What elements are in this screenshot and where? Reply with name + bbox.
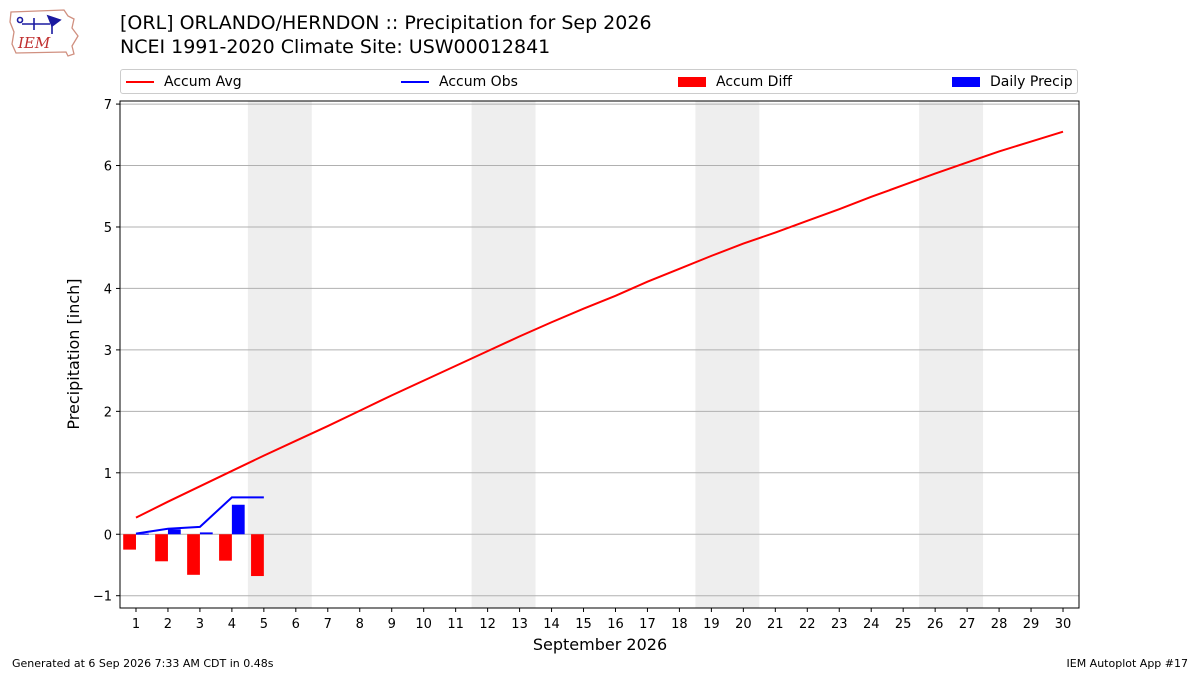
x-tick-label: 24 bbox=[863, 617, 880, 632]
legend-swatch bbox=[952, 76, 980, 87]
logo-text: IEM bbox=[17, 34, 51, 52]
daily-precip-bar bbox=[135, 533, 149, 535]
weekend-band bbox=[919, 101, 984, 608]
legend-label: Accum Obs bbox=[439, 73, 518, 90]
accum-diff-bar bbox=[123, 534, 136, 550]
x-tick-label: 21 bbox=[767, 617, 784, 632]
daily-precip-bar bbox=[231, 504, 245, 535]
chart-subtitle: NCEI 1991-2020 Climate Site: USW00012841 bbox=[120, 36, 551, 58]
x-tick-label: 2 bbox=[164, 617, 172, 632]
x-tick-label: 25 bbox=[895, 617, 912, 632]
accum-diff-bar bbox=[219, 534, 232, 561]
x-tick-label: 7 bbox=[324, 617, 332, 632]
accum-diff-bar bbox=[155, 534, 168, 562]
daily-precip-bar bbox=[167, 529, 181, 535]
weekend-band bbox=[247, 101, 312, 608]
y-tick-label: 7 bbox=[104, 98, 112, 113]
daily-precip-bar bbox=[199, 532, 213, 535]
y-gridlines bbox=[120, 103, 1079, 597]
generated-timestamp: Generated at 6 Sep 2026 7:33 AM CDT in 0… bbox=[12, 657, 274, 670]
app-id: IEM Autoplot App #17 bbox=[1066, 657, 1189, 670]
x-tick-label: 23 bbox=[831, 617, 848, 632]
x-tick-label: 18 bbox=[671, 617, 688, 632]
x-axis-label: September 2026 bbox=[533, 635, 667, 654]
x-tick-label: 17 bbox=[639, 617, 656, 632]
y-tick-label: 3 bbox=[104, 344, 112, 359]
iem-logo: IEM bbox=[9, 9, 79, 57]
y-tick-label: 4 bbox=[104, 282, 112, 297]
plot-frame bbox=[119, 100, 1080, 609]
x-tick-label: 19 bbox=[703, 617, 720, 632]
y-tick-label: 2 bbox=[104, 405, 112, 420]
y-axis-label: Precipitation [inch] bbox=[64, 278, 83, 429]
x-tick-label: 9 bbox=[388, 617, 396, 632]
x-tick-label: 27 bbox=[959, 617, 976, 632]
legend: Accum Avg Accum Obs Accum Diff Daily Pre… bbox=[120, 69, 1078, 94]
x-tick-label: 5 bbox=[260, 617, 268, 632]
y-tick-label: 0 bbox=[104, 528, 112, 543]
weather-station-icon bbox=[16, 14, 62, 34]
x-tick-label: 12 bbox=[479, 617, 496, 632]
legend-swatch bbox=[678, 76, 706, 87]
accum-avg-line bbox=[135, 130, 1064, 519]
x-tick-label: 13 bbox=[511, 617, 528, 632]
x-tick-label: 6 bbox=[292, 617, 300, 632]
x-tick-label: 8 bbox=[356, 617, 364, 632]
y-axis-ticks: −1 0 1 2 3 4 5 6 7 bbox=[93, 98, 120, 605]
chart-title: [ORL] ORLANDO/HERNDON :: Precipitation f… bbox=[120, 12, 652, 34]
x-tick-label: 22 bbox=[799, 617, 816, 632]
legend-label: Daily Precip bbox=[990, 73, 1073, 90]
x-tick-label: 28 bbox=[991, 617, 1008, 632]
x-axis-ticks: 1 2 3 4 5 6 7 8 9 10 11 12 13 14 15 16 17 18 19 20 21 22 23 24 2… bbox=[132, 608, 1071, 632]
weekend-shading bbox=[247, 101, 984, 608]
legend-label: Accum Diff bbox=[716, 73, 793, 90]
accum-diff-bar bbox=[251, 534, 264, 577]
accum-obs-line bbox=[135, 496, 264, 535]
x-tick-label: 11 bbox=[447, 617, 464, 632]
x-tick-label: 30 bbox=[1055, 617, 1072, 632]
x-tick-label: 26 bbox=[927, 617, 944, 632]
legend-item-accum-obs: Accum Obs bbox=[401, 70, 518, 93]
iowa-outline-icon bbox=[9, 9, 79, 57]
y-tick-label: 1 bbox=[104, 467, 112, 482]
x-tick-label: 20 bbox=[735, 617, 752, 632]
x-tick-label: 4 bbox=[228, 617, 236, 632]
x-tick-label: 15 bbox=[575, 617, 592, 632]
y-tick-label: 5 bbox=[104, 221, 112, 236]
legend-item-accum-avg: Accum Avg bbox=[126, 70, 242, 93]
x-tick-label: 3 bbox=[196, 617, 204, 632]
series-lines bbox=[135, 130, 1064, 535]
y-tick-label: 6 bbox=[104, 160, 112, 175]
legend-swatch bbox=[401, 80, 429, 83]
bars bbox=[123, 504, 264, 577]
weekend-band bbox=[695, 101, 760, 608]
x-tick-label: 14 bbox=[543, 617, 560, 632]
legend-item-accum-diff: Accum Diff bbox=[678, 70, 792, 93]
x-tick-label: 16 bbox=[607, 617, 624, 632]
accum-diff-bar bbox=[187, 534, 200, 575]
x-tick-label: 1 bbox=[132, 617, 140, 632]
legend-item-daily-precip: Daily Precip bbox=[952, 70, 1073, 93]
x-tick-label: 29 bbox=[1023, 617, 1040, 632]
legend-label: Accum Avg bbox=[164, 73, 242, 90]
x-tick-label: 10 bbox=[415, 617, 432, 632]
legend-swatch bbox=[126, 80, 154, 83]
y-tick-label: −1 bbox=[93, 590, 112, 605]
